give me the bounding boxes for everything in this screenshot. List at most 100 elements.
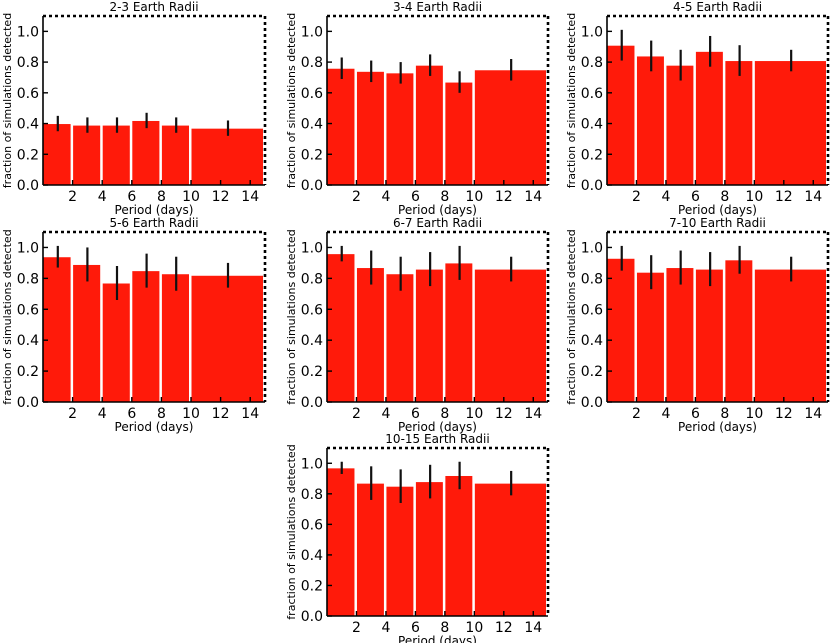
x-tick-label: 12	[212, 189, 230, 205]
x-tick-label: 2	[352, 406, 361, 422]
bar	[326, 253, 356, 403]
y-tick-label: 0.6	[17, 302, 39, 318]
bar	[101, 124, 131, 186]
x-axis-label: Period (days)	[678, 203, 757, 217]
y-tick-label: 1.0	[17, 24, 39, 40]
y-tick-label: 0.8	[581, 55, 603, 71]
y-tick-label: 0.4	[17, 333, 39, 349]
bar	[414, 481, 444, 617]
bar	[606, 44, 636, 186]
y-axis-label: fraction of simulations detected	[285, 229, 298, 404]
x-tick-label: 14	[524, 620, 542, 636]
x-tick-label: 4	[381, 620, 390, 636]
chart-panel: 0.0 0.2 0.4 0.6 0.8 1.0 2 4 6 8 10 12 14 3-4 Earth Ra…	[285, 0, 550, 217]
bar	[753, 268, 827, 403]
x-tick-label: 6	[127, 189, 136, 205]
bar	[444, 262, 474, 403]
y-tick-label: 0.2	[301, 364, 323, 380]
chart-panel: 0.0 0.2 0.4 0.6 0.8 1.0 2 4 6 8 10 12 14 2-3 Earth Ra…	[1, 0, 267, 217]
bar	[355, 267, 385, 403]
y-tick-label: 0.2	[581, 147, 603, 163]
x-axis-label: Period (days)	[115, 420, 194, 434]
x-tick-label: 10	[745, 189, 763, 205]
x-axis-label: Period (days)	[678, 420, 757, 434]
y-tick-label: 0.0	[301, 609, 323, 625]
y-tick-label: 0.0	[301, 395, 323, 411]
y-tick-label: 0.4	[17, 117, 39, 133]
bar	[101, 282, 131, 403]
bar	[131, 270, 161, 403]
bar	[606, 257, 636, 403]
y-tick-label: 0.8	[581, 271, 603, 287]
y-tick-label: 0.4	[301, 333, 323, 349]
bar	[72, 124, 102, 186]
y-tick-label: 0.4	[581, 117, 603, 133]
chart-panel: 0.0 0.2 0.4 0.6 0.8 1.0 2 4 6 8 10 12 14 5-6 Earth Ra…	[1, 216, 267, 434]
x-tick-label: 10	[745, 406, 763, 422]
bar	[444, 474, 474, 617]
bar	[665, 267, 695, 403]
y-tick-label: 0.0	[581, 178, 603, 194]
bar	[724, 259, 754, 403]
y-tick-label: 0.2	[17, 147, 39, 163]
x-tick-label: 2	[352, 189, 361, 205]
bar	[131, 119, 161, 186]
y-tick-label: 1.0	[301, 456, 323, 472]
y-axis-label: fraction of simulations detected	[285, 444, 298, 619]
x-tick-label: 6	[691, 406, 700, 422]
y-tick-label: 0.6	[301, 86, 323, 102]
x-tick-label: 14	[804, 406, 822, 422]
y-tick-label: 0.6	[301, 302, 323, 318]
bar	[326, 467, 356, 617]
x-tick-label: 8	[720, 406, 729, 422]
x-tick-label: 4	[381, 189, 390, 205]
y-tick-label: 0.0	[301, 178, 323, 194]
bar	[694, 268, 724, 403]
y-tick-label: 0.8	[17, 55, 39, 71]
y-tick-label: 0.2	[581, 364, 603, 380]
x-tick-label: 14	[804, 189, 822, 205]
chart-panel: 0.0 0.2 0.4 0.6 0.8 1.0 2 4 6 8 10 12 14 6-7 Earth Ra…	[285, 216, 550, 434]
x-tick-label: 8	[440, 406, 449, 422]
y-axis-label: fraction of simulations detected	[285, 13, 298, 188]
chart-title: 4-5 Earth Radii	[673, 0, 762, 14]
x-tick-label: 6	[411, 406, 420, 422]
bar	[326, 67, 356, 186]
x-axis-label: Period (days)	[398, 203, 477, 217]
x-tick-label: 2	[68, 189, 77, 205]
bar	[190, 127, 264, 186]
y-tick-label: 0.2	[301, 578, 323, 594]
chart-title: 5-6 Earth Radii	[109, 216, 198, 230]
y-tick-label: 0.6	[581, 86, 603, 102]
y-tick-label: 1.0	[301, 24, 323, 40]
x-tick-label: 2	[632, 189, 641, 205]
bar	[635, 271, 665, 403]
bar	[160, 124, 190, 186]
chart-title: 6-7 Earth Radii	[393, 216, 482, 230]
x-tick-label: 8	[157, 189, 166, 205]
bar	[190, 274, 264, 403]
bar	[473, 268, 548, 403]
bar	[160, 273, 190, 403]
x-tick-label: 2	[632, 406, 641, 422]
bar	[355, 482, 385, 617]
chart-panel: 0.0 0.2 0.4 0.6 0.8 1.0 2 4 6 8 10 12 14 4-5 Earth Ra…	[565, 0, 830, 217]
x-tick-label: 14	[524, 406, 542, 422]
chart-title: 10-15 Earth Radii	[385, 432, 489, 446]
chart-panel: 0.0 0.2 0.4 0.6 0.8 1.0 2 4 6 8 10 12 14 10-15 Earth …	[285, 432, 550, 643]
x-tick-label: 10	[465, 406, 483, 422]
bar	[42, 256, 72, 403]
bar	[473, 69, 548, 186]
y-tick-label: 0.6	[581, 302, 603, 318]
x-tick-label: 4	[661, 406, 670, 422]
bar	[694, 50, 724, 186]
y-tick-label: 0.4	[581, 333, 603, 349]
bar	[385, 72, 415, 186]
x-tick-label: 4	[381, 406, 390, 422]
bar	[385, 485, 415, 617]
x-axis-label: Period (days)	[398, 420, 477, 434]
y-axis-label: fraction of simulations detected	[565, 13, 578, 188]
x-tick-label: 10	[465, 189, 483, 205]
x-tick-label: 2	[352, 620, 361, 636]
